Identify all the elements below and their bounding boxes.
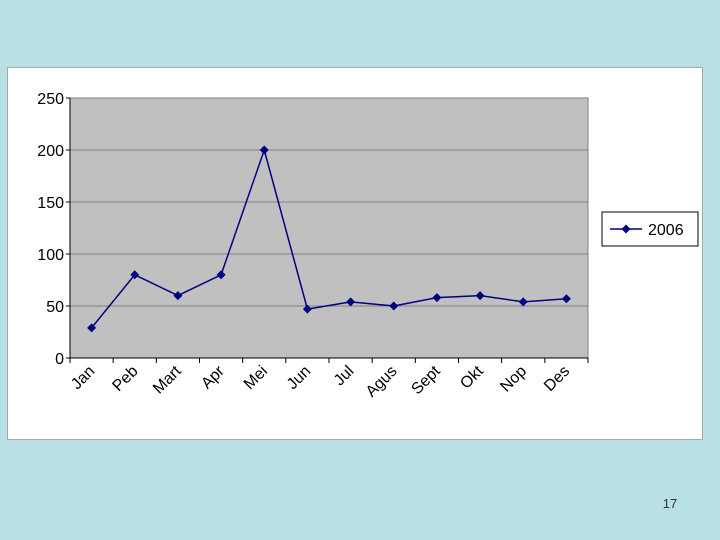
chart-frame: 0 50 100 150 200 250 Jan Peb Mart Apr Mei Jun Jul Agu…	[7, 67, 703, 440]
data-point	[173, 291, 183, 301]
x-tick-label: Apr	[198, 362, 228, 392]
y-tick-label: 200	[37, 143, 64, 160]
x-tick-label: Des	[541, 363, 573, 395]
x-tick-label: Jun	[284, 363, 314, 393]
y-tick-label: 0	[55, 351, 64, 368]
slide-number: 17	[662, 496, 678, 511]
y-tick-label: 150	[37, 195, 64, 212]
x-tick-label: Agus	[363, 363, 401, 401]
data-point	[389, 301, 399, 311]
data-point	[302, 304, 312, 314]
series-2006	[87, 145, 571, 333]
series-line	[91, 147, 567, 329]
data-point	[561, 294, 571, 304]
line-chart: 0 50 100 150 200 250 Jan Peb Mart Apr Mei Jun Jul Agu…	[37, 91, 699, 401]
data-point	[475, 291, 485, 301]
legend-marker	[621, 224, 631, 234]
y-tick-label: 250	[37, 91, 64, 108]
data-point	[259, 145, 269, 155]
plot-area	[69, 97, 589, 359]
x-tick-label: Jan	[68, 363, 98, 393]
x-tick-label: Peb	[109, 363, 141, 395]
x-tick-label: Sept	[408, 362, 444, 398]
x-tick-label: Nop	[497, 363, 530, 396]
legend: 2006	[601, 211, 699, 247]
y-tick-label: 50	[46, 299, 64, 316]
x-tick-label: Jul	[331, 363, 357, 389]
gridlines	[69, 97, 589, 359]
data-point	[518, 297, 528, 307]
data-point	[130, 270, 140, 280]
x-tick-label: Mart	[150, 362, 185, 397]
x-tick-label: Okt	[457, 362, 487, 392]
data-point	[346, 297, 356, 307]
data-point	[216, 270, 226, 280]
x-tick-label: Mei	[241, 363, 271, 393]
legend-label: 2006	[648, 222, 684, 239]
data-point	[87, 323, 97, 333]
data-point	[432, 293, 442, 303]
y-tick-label: 100	[37, 247, 64, 264]
